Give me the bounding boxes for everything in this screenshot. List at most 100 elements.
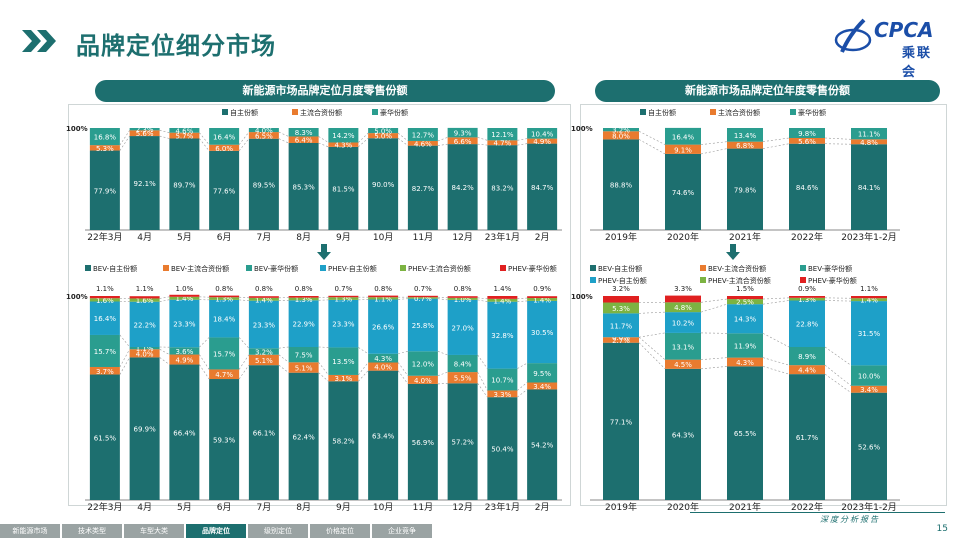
data-label: 50.4% [491,446,514,454]
bar-segment [447,144,478,230]
data-label: 92.1% [134,180,157,188]
legend-swatch-2 [790,109,796,115]
bar-segment [665,332,701,360]
connector-line [199,364,210,380]
bar-segment [89,296,120,299]
legend-swatch-2 [246,265,252,271]
x-tick-label: 9月 [336,232,351,243]
data-label: 13.4% [734,132,757,140]
connector-line [159,299,170,303]
connector-line [477,371,488,391]
bar-segment [328,374,359,382]
data-label: 1.0% [175,285,193,293]
bar-segment [368,295,399,298]
data-label: 3.1% [334,375,352,383]
tab-5[interactable]: 价格定位 [310,524,370,538]
bar-segment [487,140,518,146]
bar-segment [487,298,518,302]
connector-line [700,303,728,313]
connector-line [824,300,852,302]
bar-segment [727,296,763,300]
legend-label-4: PHEV-主流合资份额 [708,276,771,285]
bar-segment [328,299,359,348]
data-label: 5.0% [374,133,392,141]
data-label: 0.8% [295,285,313,293]
connector-line [199,354,210,370]
bar-segment [129,349,160,358]
connector-line [119,135,130,151]
connector-line [700,366,728,370]
legend-label-2: BEV-豪华份额 [808,264,852,273]
tab-2[interactable]: 车型大类 [124,524,184,538]
legend-label-0: 自主份额 [648,108,676,117]
bar-segment [665,312,701,333]
data-label: 6.6% [454,138,472,146]
bar-segment [209,128,240,145]
bar-segment [288,128,319,137]
bar-segment [487,128,518,141]
connector-line [517,138,528,141]
bar-segment [487,397,518,500]
bar-segment [248,132,279,139]
data-label: 6.5% [255,132,273,140]
data-label: 8.3% [295,129,313,137]
data-label: 84.6% [796,184,819,192]
data-label: 4.0% [414,377,432,385]
bar-segment [447,127,478,138]
data-label: 5.3% [612,305,630,313]
tab-4[interactable]: 级别定位 [248,524,308,538]
x-tick-label: 11月 [413,502,433,513]
data-label: 31.5% [858,330,881,338]
bar-segment [129,296,160,299]
connector-line [762,357,790,366]
connector-line [199,337,210,348]
bar-segment [603,337,639,343]
data-label: 56.9% [412,439,435,447]
bar-segment [527,382,558,390]
legend-swatch-1 [700,265,706,271]
connector-line [517,362,528,369]
connector-line [762,333,790,348]
bar-segment [368,353,399,363]
tab-3[interactable]: 品牌定位 [186,524,246,538]
bar-segment [789,297,825,301]
bar-segment [89,145,120,151]
x-tick-label: 8月 [296,232,311,243]
bar-segment [447,137,478,145]
bar-segment [368,133,399,139]
bar-segment [407,140,438,146]
data-label: 22.2% [134,321,157,329]
data-label: 14.3% [734,316,757,324]
x-tick-label: 11月 [413,232,433,243]
data-label: 4.4% [798,367,816,375]
bar-segment [248,348,279,355]
bar-segment [288,142,319,230]
connector-line [477,297,488,300]
tab-0[interactable]: 新能源市场 [0,524,60,538]
data-label: 4.3% [374,355,392,363]
connector-line [477,143,488,146]
data-label: 3.4% [860,386,878,394]
connector-line [358,132,369,143]
down-arrow-icon [317,244,331,260]
connector-line [159,296,170,299]
tab-6[interactable]: 企业竞争 [372,524,432,538]
data-label: 2.3% [136,126,154,134]
x-tick-label: 2021年 [729,231,761,243]
data-label: 88.8% [610,182,633,190]
bar-segment [851,301,887,366]
data-label: 1.5% [736,285,754,293]
data-label: 8.9% [798,353,816,361]
bar-segment [487,390,518,398]
bar-segment [665,359,701,369]
data-label: 1.3% [295,296,313,304]
bar-segment [407,298,438,352]
connector-line [517,389,528,398]
bar-segment [527,143,558,230]
legend-label-1: BEV-主流合资份额 [708,264,766,273]
data-label: 14.2% [332,132,355,140]
tab-1[interactable]: 技术类型 [62,524,122,538]
connector-line [477,354,488,369]
data-label: 11.9% [734,342,757,350]
data-label: 89.7% [173,181,196,189]
